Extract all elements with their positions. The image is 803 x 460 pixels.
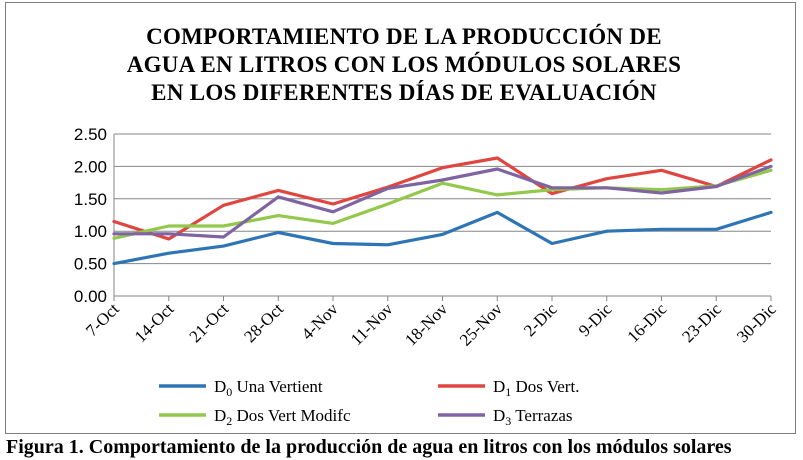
series-line-0: [112, 210, 773, 266]
line-chart: COMPORTAMIENTO DE LA PRODUCCIÓN DE AGUA …: [74, 23, 780, 428]
caption-strip: Figura 1. Comportamiento de la producció…: [0, 436, 803, 460]
chart-title-line-3: EN LOS DIFERENTES DÍAS DE EVALUACIÓN: [151, 79, 657, 105]
y-tick-label: 0.00: [74, 287, 107, 306]
x-axis-tick-labels: 7-Oct 14-Oct 21-Oct 28-Oct 4-Nov 11-Nov 18-Nov…: [82, 299, 780, 350]
figure-caption: Figura 1. Comportamiento de la producció…: [6, 436, 732, 458]
chart-title-line-1: COMPORTAMIENTO DE LA PRODUCCIÓN DE: [146, 23, 662, 49]
legend-item-0: D0 Una Vertient: [159, 377, 323, 399]
x-tick-label: 9-Dic: [575, 299, 616, 340]
legend-label: D1 Dos Vert.: [493, 377, 579, 399]
y-tick-label: 2.50: [74, 125, 107, 144]
y-tick-label: 2.00: [74, 157, 107, 176]
x-tick-label: 30-Dic: [733, 299, 780, 346]
y-tick-label: 1.50: [74, 190, 107, 209]
x-tick-label: 28-Oct: [240, 299, 287, 346]
chart-frame: COMPORTAMIENTO DE LA PRODUCCIÓN DE AGUA …: [5, 2, 796, 434]
series-line-1: [112, 156, 773, 241]
grid-lines: [113, 133, 772, 301]
legend-label: D2 Dos Vert Modifc: [214, 406, 351, 428]
x-tick-label: 18-Nov: [401, 299, 452, 350]
x-tick-label: 14-Oct: [131, 299, 178, 346]
x-tick-label: 4-Nov: [298, 299, 343, 344]
x-tick-label: 16-Dic: [624, 299, 671, 346]
legend-item-2: D2 Dos Vert Modifc: [159, 406, 351, 428]
legend-item-1: D1 Dos Vert.: [438, 377, 579, 399]
x-tick-label: 11-Nov: [347, 299, 397, 349]
y-tick-label: 1.00: [74, 222, 107, 241]
series-line-3: [112, 164, 773, 239]
chart-title-line-2: AGUA EN LITROS CON LOS MÓDULOS SOLARES: [127, 51, 682, 77]
legend-item-3: D3 Terrazas: [438, 406, 573, 428]
x-tick-label: 21-Oct: [186, 299, 233, 346]
legend: D0 Una Vertient D1 Dos Vert. D2 Dos Vert M…: [159, 377, 579, 428]
series-lines: [112, 156, 773, 266]
legend-label: D0 Una Vertient: [214, 377, 323, 399]
x-tick-label: 25-Nov: [456, 299, 507, 350]
y-axis-tick-labels: 0.00 0.50 1.00 1.50 2.00 2.50: [74, 125, 107, 306]
series-line-2: [112, 168, 773, 240]
x-tick-label: 23-Dic: [678, 299, 725, 346]
legend-label: D3 Terrazas: [493, 406, 573, 428]
y-tick-label: 0.50: [74, 255, 107, 274]
x-tick-label: 2-Dic: [520, 299, 561, 340]
